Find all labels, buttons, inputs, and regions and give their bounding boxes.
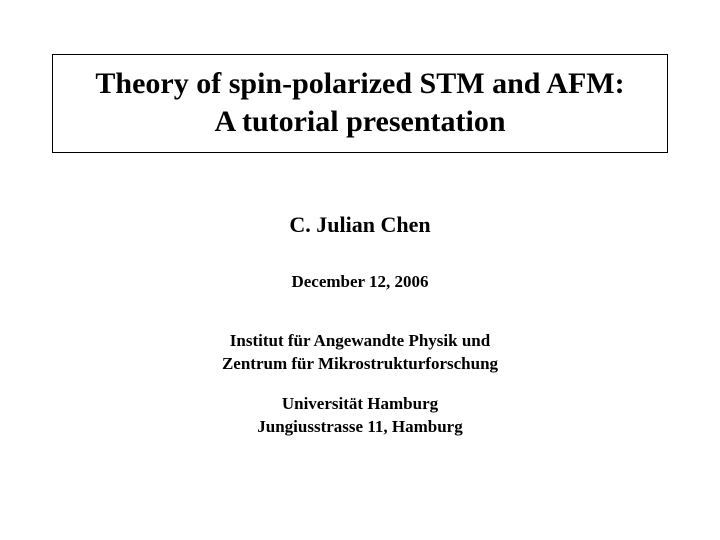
affiliation-line-1: Institut für Angewandte Physik und <box>0 330 720 353</box>
author-name: C. Julian Chen <box>0 212 720 238</box>
title-line-1: Theory of spin-polarized STM and AFM: <box>63 65 657 103</box>
slide: Theory of spin-polarized STM and AFM: A … <box>0 0 720 540</box>
affiliation-line-3: Universität Hamburg <box>0 393 720 416</box>
title-line-2: A tutorial presentation <box>63 103 657 141</box>
affiliation-line-2: Zentrum für Mikrostrukturforschung <box>0 353 720 376</box>
title-box: Theory of spin-polarized STM and AFM: A … <box>52 54 668 153</box>
affiliation-line-4: Jungiusstrasse 11, Hamburg <box>0 416 720 439</box>
presentation-date: December 12, 2006 <box>0 272 720 292</box>
